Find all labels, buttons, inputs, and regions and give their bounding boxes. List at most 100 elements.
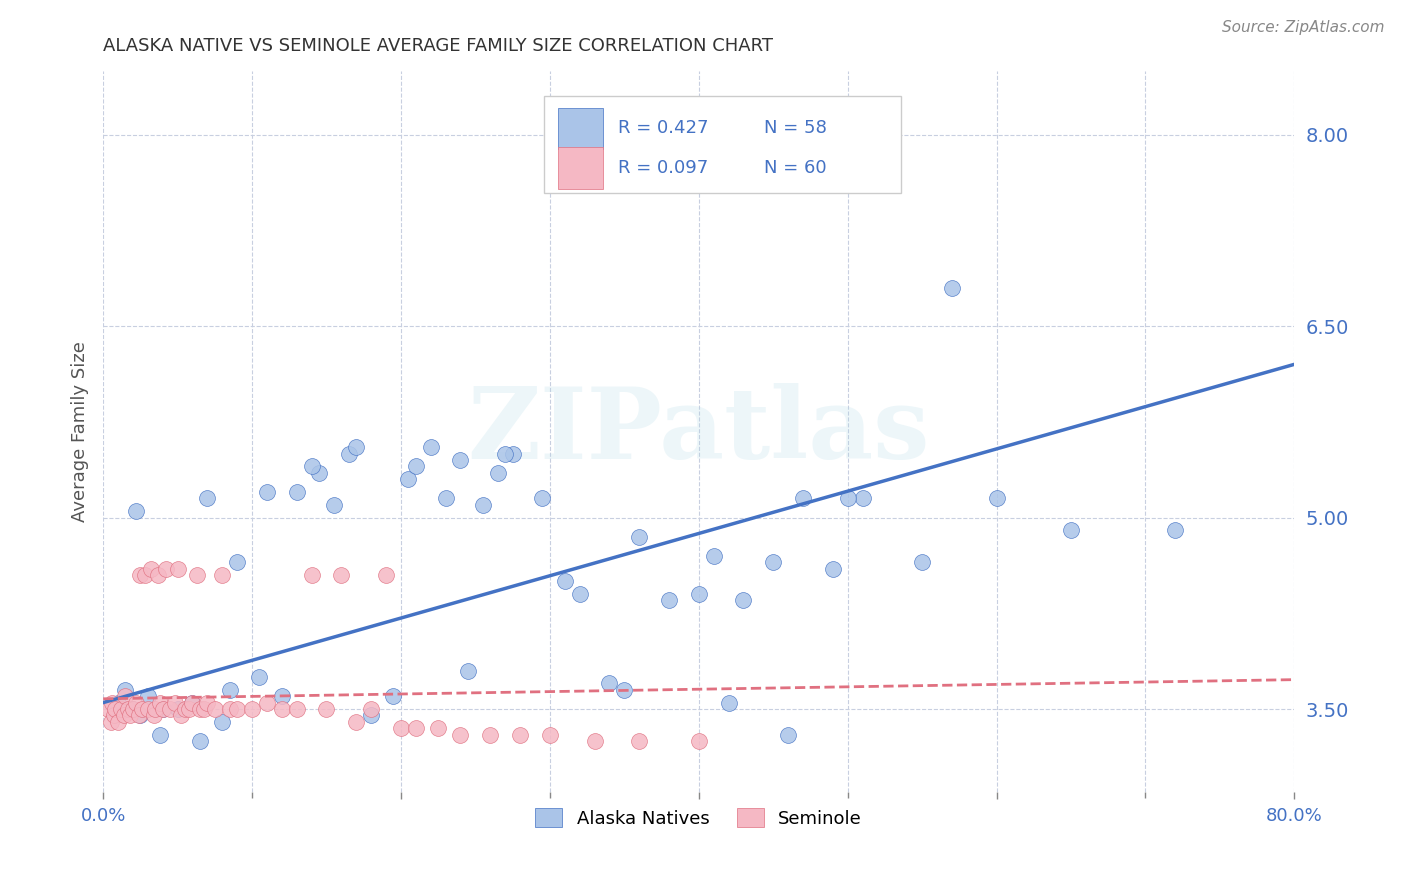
Point (837, 491, 859, 506)
Point (128, 708, 150, 723)
Point (256, 485, 278, 500)
Point (851, 491, 873, 506)
Point (136, 702, 159, 716)
Point (101, 696, 124, 710)
Point (211, 568, 233, 582)
Point (107, 714, 129, 729)
Bar (558, 147, 603, 189)
Point (181, 696, 204, 710)
Point (531, 491, 554, 506)
Point (155, 561, 177, 575)
Point (122, 702, 145, 716)
Point (778, 727, 800, 741)
Point (103, 708, 125, 723)
Point (117, 702, 139, 716)
Point (134, 568, 156, 582)
Point (188, 702, 211, 716)
Point (110, 702, 132, 716)
Point (375, 568, 398, 582)
Point (270, 702, 292, 716)
Point (733, 593, 755, 607)
Point (166, 702, 188, 716)
Text: ZIPatlas: ZIPatlas (467, 383, 929, 480)
Point (337, 447, 360, 461)
Point (143, 702, 166, 716)
Point (107, 696, 129, 710)
Point (181, 696, 204, 710)
Point (114, 690, 136, 704)
Point (330, 568, 353, 582)
Point (613, 682, 636, 697)
Point (301, 459, 323, 474)
Point (1164, 523, 1187, 537)
Point (240, 702, 263, 716)
Point (986, 491, 1008, 506)
Point (193, 702, 215, 716)
Point (658, 593, 681, 607)
Point (554, 574, 576, 589)
Point (360, 708, 382, 723)
Point (163, 696, 186, 710)
Point (450, 453, 472, 467)
Point (502, 447, 524, 461)
Point (97, 702, 120, 716)
Point (118, 708, 141, 723)
Point (195, 696, 218, 710)
Point (104, 702, 127, 716)
Point (315, 702, 337, 716)
Point (114, 682, 136, 697)
Point (125, 504, 148, 518)
Point (122, 702, 145, 716)
Point (568, 587, 591, 601)
Point (112, 708, 135, 723)
Point (285, 485, 308, 500)
Point (389, 721, 412, 735)
Point (396, 472, 419, 486)
Point (717, 696, 740, 710)
Point (1060, 523, 1083, 537)
Point (419, 440, 441, 454)
Point (226, 702, 249, 716)
Point (186, 568, 208, 582)
Text: N = 58: N = 58 (765, 120, 827, 137)
Point (405, 459, 427, 474)
Point (344, 714, 367, 729)
Point (308, 466, 330, 480)
Text: Source: ZipAtlas.com: Source: ZipAtlas.com (1222, 20, 1385, 35)
Point (301, 568, 323, 582)
Point (688, 734, 710, 748)
Point (131, 702, 153, 716)
Point (129, 708, 152, 723)
Point (941, 281, 963, 295)
Point (256, 696, 278, 710)
Point (427, 721, 450, 735)
Point (100, 714, 122, 729)
Point (169, 708, 191, 723)
Point (211, 714, 233, 729)
Point (136, 690, 159, 704)
Point (494, 447, 516, 461)
Bar (558, 108, 603, 149)
Point (195, 491, 218, 506)
Point (344, 440, 367, 454)
Point (129, 568, 152, 582)
Point (509, 727, 531, 741)
Point (434, 491, 457, 506)
Point (450, 727, 472, 741)
Point (703, 549, 725, 563)
Text: R = 0.097: R = 0.097 (617, 159, 709, 178)
Point (249, 670, 271, 684)
Point (159, 702, 181, 716)
Point (911, 555, 934, 569)
Point (152, 702, 174, 716)
Text: N = 60: N = 60 (765, 159, 827, 178)
Point (149, 696, 172, 710)
Legend: Alaska Natives, Seminole: Alaska Natives, Seminole (529, 801, 869, 835)
Point (149, 727, 172, 741)
Point (270, 690, 292, 704)
Point (142, 708, 165, 723)
Point (821, 561, 844, 575)
Point (382, 690, 405, 704)
Point (226, 555, 249, 569)
Point (218, 682, 240, 697)
